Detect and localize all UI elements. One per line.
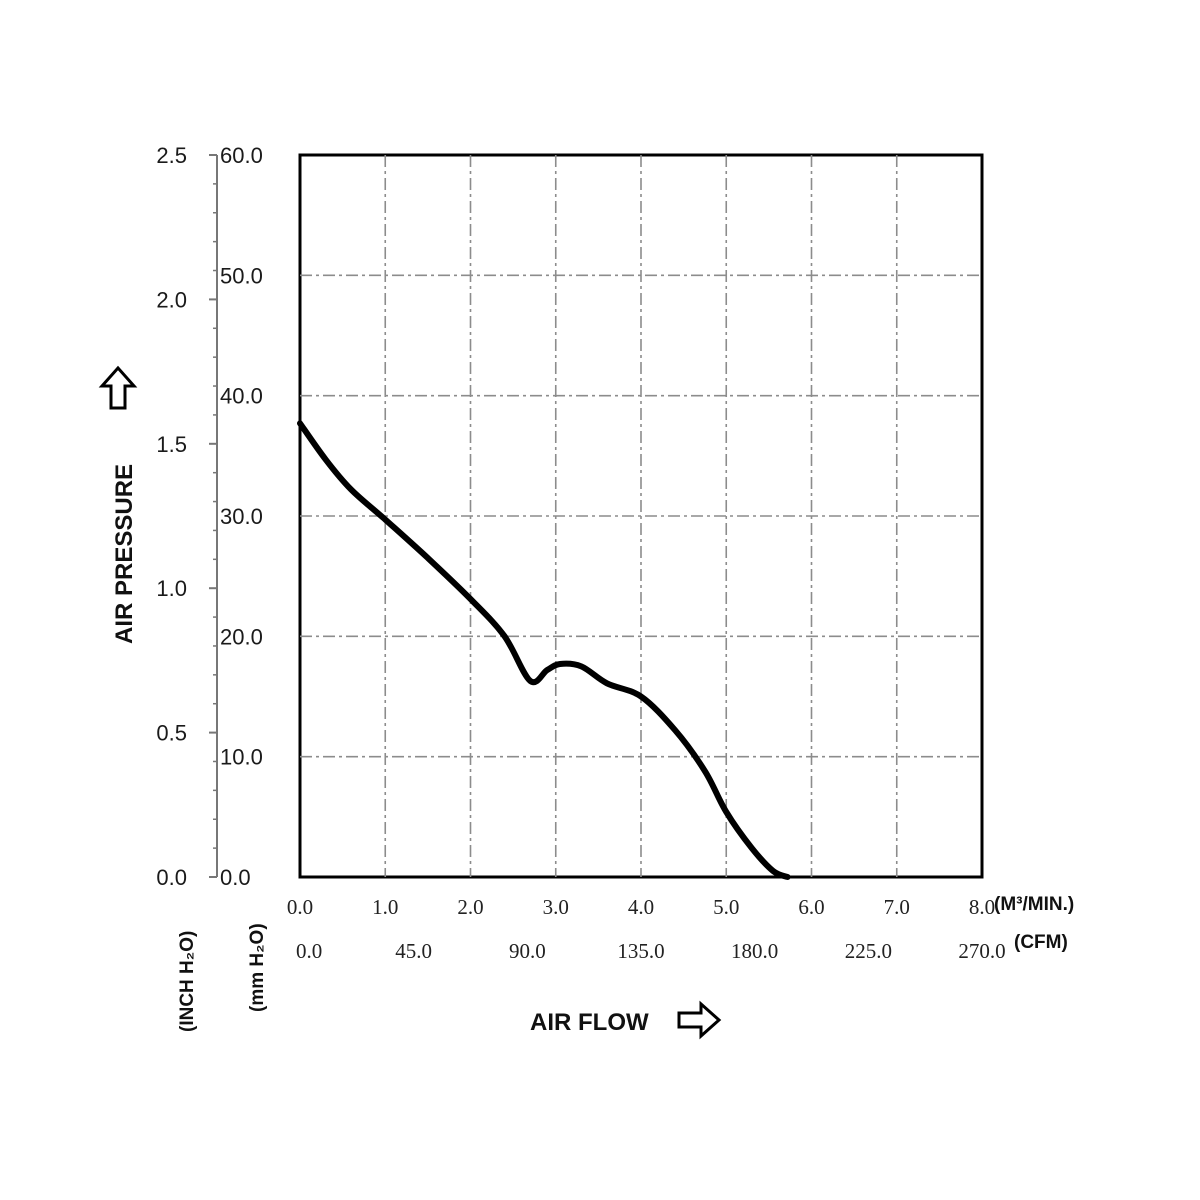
y-mm-unit-label: (mm H₂O) (247, 923, 268, 1012)
x-cfm-tick-label: 45.0 (395, 939, 432, 963)
y-mm-tick-label: 50.0 (220, 263, 263, 288)
y-mm-tick-label: 10.0 (220, 745, 263, 770)
y-mm-tick-label: 0.0 (220, 865, 251, 890)
x-cfm-unit-label: (CFM) (1014, 932, 1068, 953)
y-inch-tick-label: 2.0 (156, 287, 187, 312)
y-inch-unit-label: (INCH H₂O) (177, 931, 198, 1032)
x-cfm-tick-label: 90.0 (509, 939, 546, 963)
y-mm-tick-label: 30.0 (220, 504, 263, 529)
x-m3-tick-label: 5.0 (713, 895, 739, 919)
x-m3-tick-label: 2.0 (457, 895, 483, 919)
x-m3-tick-label: 4.0 (628, 895, 654, 919)
up-arrow-icon (98, 365, 138, 410)
x-m3-tick-label: 8.0 (969, 895, 995, 919)
y-mm-tick-label: 60.0 (220, 143, 263, 168)
x-m3-tick-label: 0.0 (287, 895, 313, 919)
y-mm-tick-label: 20.0 (220, 624, 263, 649)
x-cfm-tick-label: 180.0 (731, 939, 778, 963)
x-m3-unit-label: (M³/MIN.) (994, 894, 1074, 915)
y-inch-tick-label: 0.5 (156, 721, 187, 746)
x-cfm-tick-label: 0.0 (296, 939, 322, 963)
y-mm-tick-labels: 0.0 10.0 20.0 30.0 40.0 50.0 60.0 (220, 143, 263, 890)
x-m3-tick-label: 7.0 (884, 895, 910, 919)
inch-axis-minor-ticks (209, 154, 217, 878)
x-cfm-tick-label: 225.0 (845, 939, 892, 963)
right-arrow-icon (677, 1000, 722, 1040)
x-m3-tick-label: 6.0 (798, 895, 824, 919)
grid-lines (300, 155, 982, 877)
x-cfm-tick-label: 135.0 (617, 939, 664, 963)
y-inch-tick-label: 2.5 (156, 143, 187, 168)
y-inch-tick-label: 0.0 (156, 865, 187, 890)
series-line-pq-curve (297, 420, 791, 880)
y-mm-tick-label: 40.0 (220, 384, 263, 409)
y-inch-tick-label: 1.0 (156, 576, 187, 601)
x-cfm-tick-label: 270.0 (958, 939, 1005, 963)
x-axis-title: AIR FLOW (530, 1009, 649, 1036)
x-m3-tick-labels: 0.0 1.0 2.0 3.0 4.0 5.0 6.0 7.0 8.0 (287, 895, 995, 919)
x-m3-tick-label: 3.0 (543, 895, 569, 919)
y-inch-tick-labels: 0.0 0.5 1.0 1.5 2.0 2.5 (156, 143, 187, 890)
y-axis-title: AIR PRESSURE (111, 464, 138, 644)
x-cfm-tick-labels: 0.0 45.0 90.0 135.0 180.0 225.0 270.0 (296, 939, 1006, 963)
x-m3-tick-label: 1.0 (372, 895, 398, 919)
y-inch-tick-label: 1.5 (156, 432, 187, 457)
